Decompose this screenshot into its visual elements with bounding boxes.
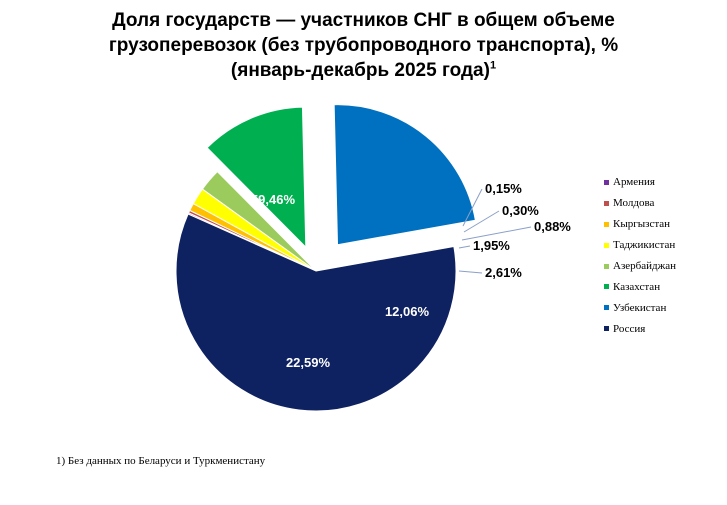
data-label: 0,30% (502, 203, 539, 218)
data-label: 22,59% (286, 355, 331, 370)
legend-item: Армения (604, 172, 724, 193)
legend-label: Казахстан (613, 280, 661, 293)
legend-swatch (604, 242, 609, 248)
legend-label: Узбекистан (613, 301, 667, 314)
legend-item: Кыргызстан (604, 214, 724, 235)
legend-swatch (604, 284, 609, 290)
data-label: 59,46% (251, 192, 296, 207)
chart-title: Доля государств — участников СНГ в общем… (0, 8, 727, 83)
legend-item: Азербайджан (604, 256, 724, 277)
legend-label: Россия (613, 322, 646, 335)
legend-label: Азербайджан (613, 260, 677, 272)
title-line-1: Доля государств — участников СНГ в общем… (112, 10, 615, 31)
title-footnote-marker: 1 (489, 59, 497, 72)
label-leader-line (458, 270, 483, 274)
legend-swatch (604, 200, 609, 206)
legend-swatch (604, 221, 609, 227)
legend-item: Молдова (604, 193, 724, 214)
pie-slice (201, 170, 317, 272)
footnote: 1) Без данных по Беларуси и Туркменистан… (56, 455, 266, 467)
legend-item: Россия (604, 318, 724, 339)
title-line-3-text: (январь-декабрь 2025 года) (230, 60, 490, 81)
title-line-2: грузоперевозок (без трубопроводного тран… (108, 35, 619, 56)
legend-item: Узбекистан (604, 297, 724, 318)
data-label: 12,06% (385, 304, 430, 319)
data-label: 1,95% (473, 238, 510, 253)
label-leader-line (463, 210, 500, 233)
pie-slice (175, 213, 457, 412)
pie-slice (333, 104, 476, 246)
legend-item: Таджикистан (604, 235, 724, 256)
data-label: 0,15% (485, 181, 522, 196)
label-leader-line (462, 188, 483, 227)
pie-slice (206, 106, 307, 249)
legend-item: Казахстан (604, 276, 724, 297)
legend: Армения Молдова Кыргызстан Таджикистан Азерб… (604, 172, 724, 339)
legend-swatch (604, 305, 609, 311)
data-label: 0,88% (534, 219, 571, 234)
legend-label: Армения (613, 176, 655, 189)
legend-label: Кыргызстан (613, 218, 671, 231)
data-label: 2,61% (485, 265, 522, 280)
legend-label: Таджикистан (613, 239, 676, 252)
legend-label: Молдова (613, 197, 655, 210)
label-leader-line (458, 245, 471, 249)
label-leader-line (461, 226, 532, 241)
legend-swatch (604, 326, 609, 332)
title-line-3: (январь-декабрь 2025 года)1 (0, 58, 727, 83)
legend-swatch (604, 263, 609, 269)
legend-swatch (604, 179, 609, 185)
